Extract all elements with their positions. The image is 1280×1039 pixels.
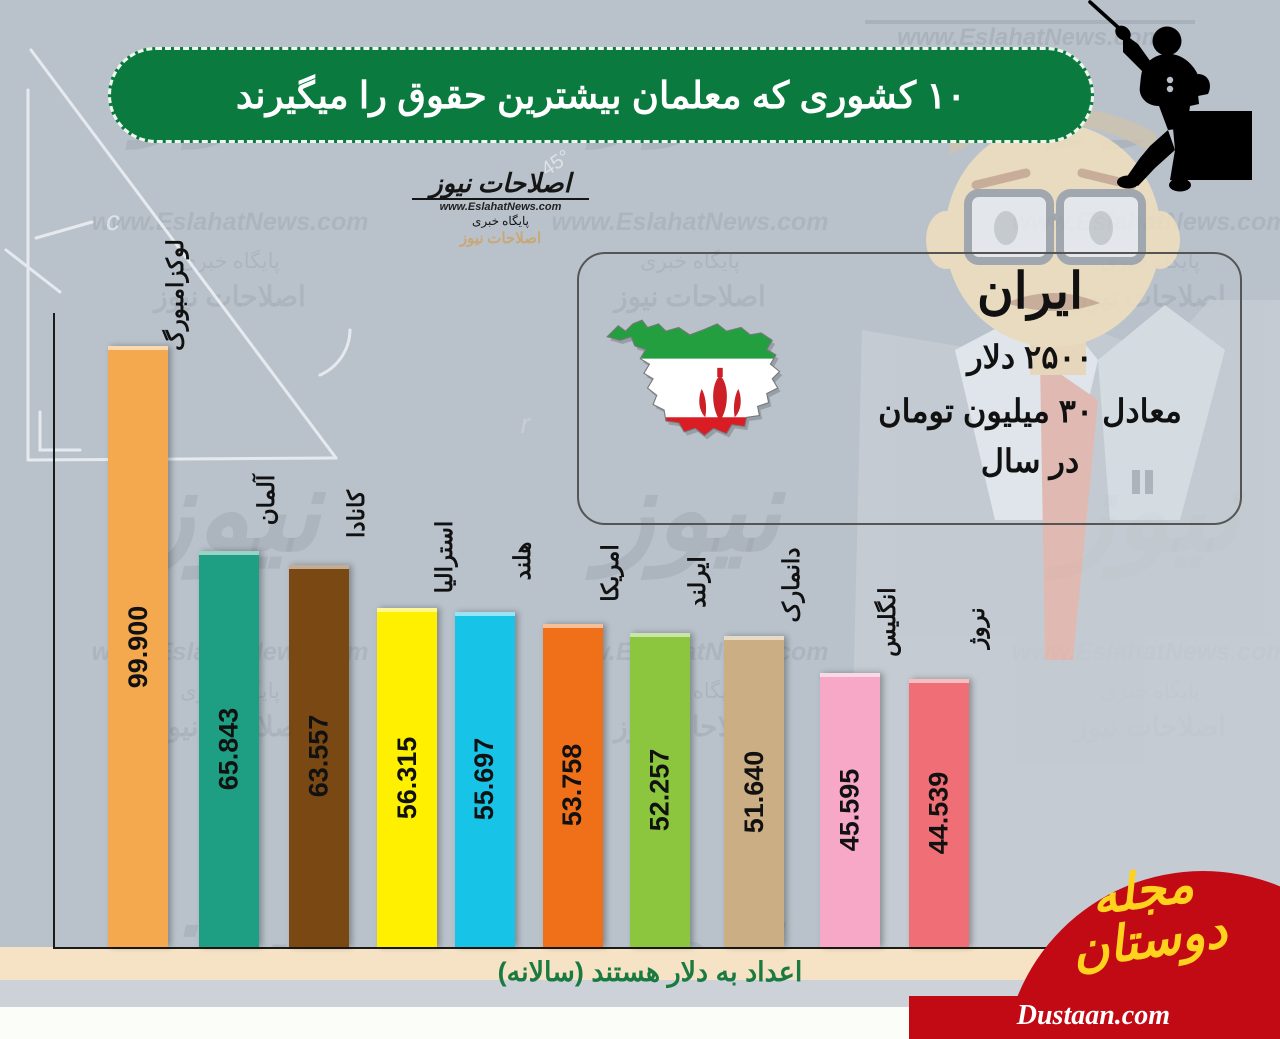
svg-text:الله اکبر الله اکبر الله اکبر: الله اکبر الله اکبر الله اکبر <box>605 346 607 356</box>
svg-text:c: c <box>106 205 120 236</box>
svg-text:الله اکبر الله اکبر الله اکبر: الله اکبر الله اکبر الله اکبر <box>605 414 607 424</box>
